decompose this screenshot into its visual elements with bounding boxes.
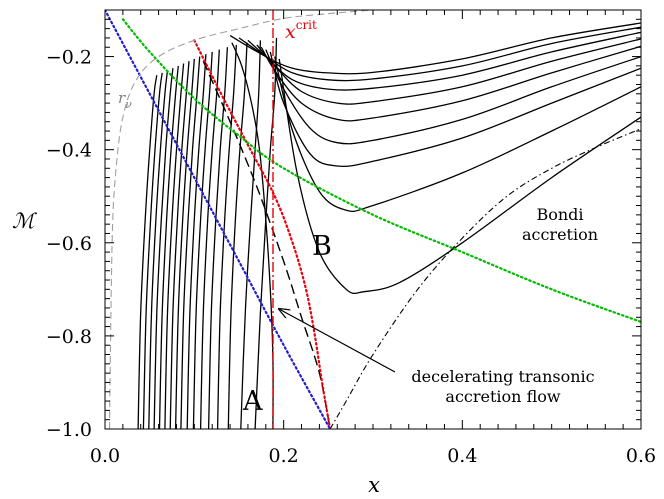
series-U-shaped-24 [269, 51, 641, 168]
y-axis-ticks: −1.0 −0.8 −0.6 −0.4 −0.2 [46, 18, 641, 441]
series-subsonic-falling-11 [199, 49, 220, 429]
series-subsonic-falling-2 [148, 70, 169, 429]
region-label-b: B [312, 231, 332, 262]
series-subsonic-falling-16 [254, 37, 278, 429]
r-nu-base: r [118, 89, 126, 107]
y-tick-label: −1.0 [46, 419, 92, 441]
series-subsonic-falling-0 [137, 75, 158, 429]
solution-curves [105, 10, 641, 429]
bondi-label-line2: accretion [522, 225, 598, 244]
x-axis-ticks: 0.0 0.2 0.4 0.6 [90, 10, 656, 467]
y-tick-label: −0.4 [46, 140, 92, 162]
x-axis-label: x [368, 473, 380, 497]
series-blue-dotted-30 [105, 10, 332, 429]
series-red-dotted-29 [193, 39, 332, 429]
y-tick-label: −0.8 [46, 326, 92, 348]
x-crit-base: x [285, 21, 296, 43]
series-subsonic-falling-1 [142, 72, 163, 429]
series-subsonic-falling-5 [164, 63, 185, 429]
series-transonic-accretion-27 [202, 60, 331, 429]
series-subsonic-falling-17 [231, 42, 274, 429]
series-subsonic-falling-3 [153, 68, 174, 429]
x-crit-sup: crit [296, 18, 317, 32]
x-tick-label: 0.6 [626, 445, 656, 467]
y-tick-label: −0.6 [46, 233, 92, 255]
series-subsonic-falling-9 [186, 54, 207, 429]
x-crit-label: xcrit [285, 18, 317, 43]
series-U-shaped-22 [260, 45, 641, 122]
series-U-shaped-26 [278, 58, 641, 295]
series-subsonic-falling-7 [174, 58, 195, 429]
series-U-shaped-20 [247, 31, 641, 91]
series-subsonic-falling-12 [207, 47, 229, 429]
flow-label-line2: accretion flow [445, 387, 560, 406]
y-tick-label: −0.2 [46, 47, 92, 69]
series-subsonic-falling-8 [180, 56, 201, 429]
series-subsonic-falling-10 [192, 51, 213, 429]
series-bondi-accretion-28 [329, 128, 641, 429]
x-tick-label: 0.4 [447, 445, 477, 467]
series-subsonic-falling-4 [158, 65, 179, 429]
annotation-arrow [279, 309, 396, 373]
series-U-shaped-19 [238, 26, 641, 82]
series-subsonic-falling-13 [216, 44, 237, 429]
bondi-label-line1: Bondi [536, 205, 583, 224]
series-subsonic-falling-6 [169, 61, 190, 429]
flow-label-line1: decelerating transonic [411, 367, 594, 386]
series-gray-dashed-32 [108, 10, 374, 429]
series-U-shaped-21 [256, 38, 641, 105]
series-U-shaped-23 [265, 49, 641, 145]
series-green-dotted-31 [121, 18, 641, 323]
x-tick-label: 0.2 [269, 445, 299, 467]
r-nu-label: rν [118, 89, 132, 111]
y-axis-label: ℳ [12, 209, 38, 233]
series-subsonic-falling-15 [240, 40, 262, 429]
r-nu-sub: ν [125, 98, 132, 111]
region-label-a: A [242, 386, 263, 417]
series-subsonic-falling-14 [227, 42, 248, 429]
x-tick-label: 0.0 [90, 445, 120, 467]
